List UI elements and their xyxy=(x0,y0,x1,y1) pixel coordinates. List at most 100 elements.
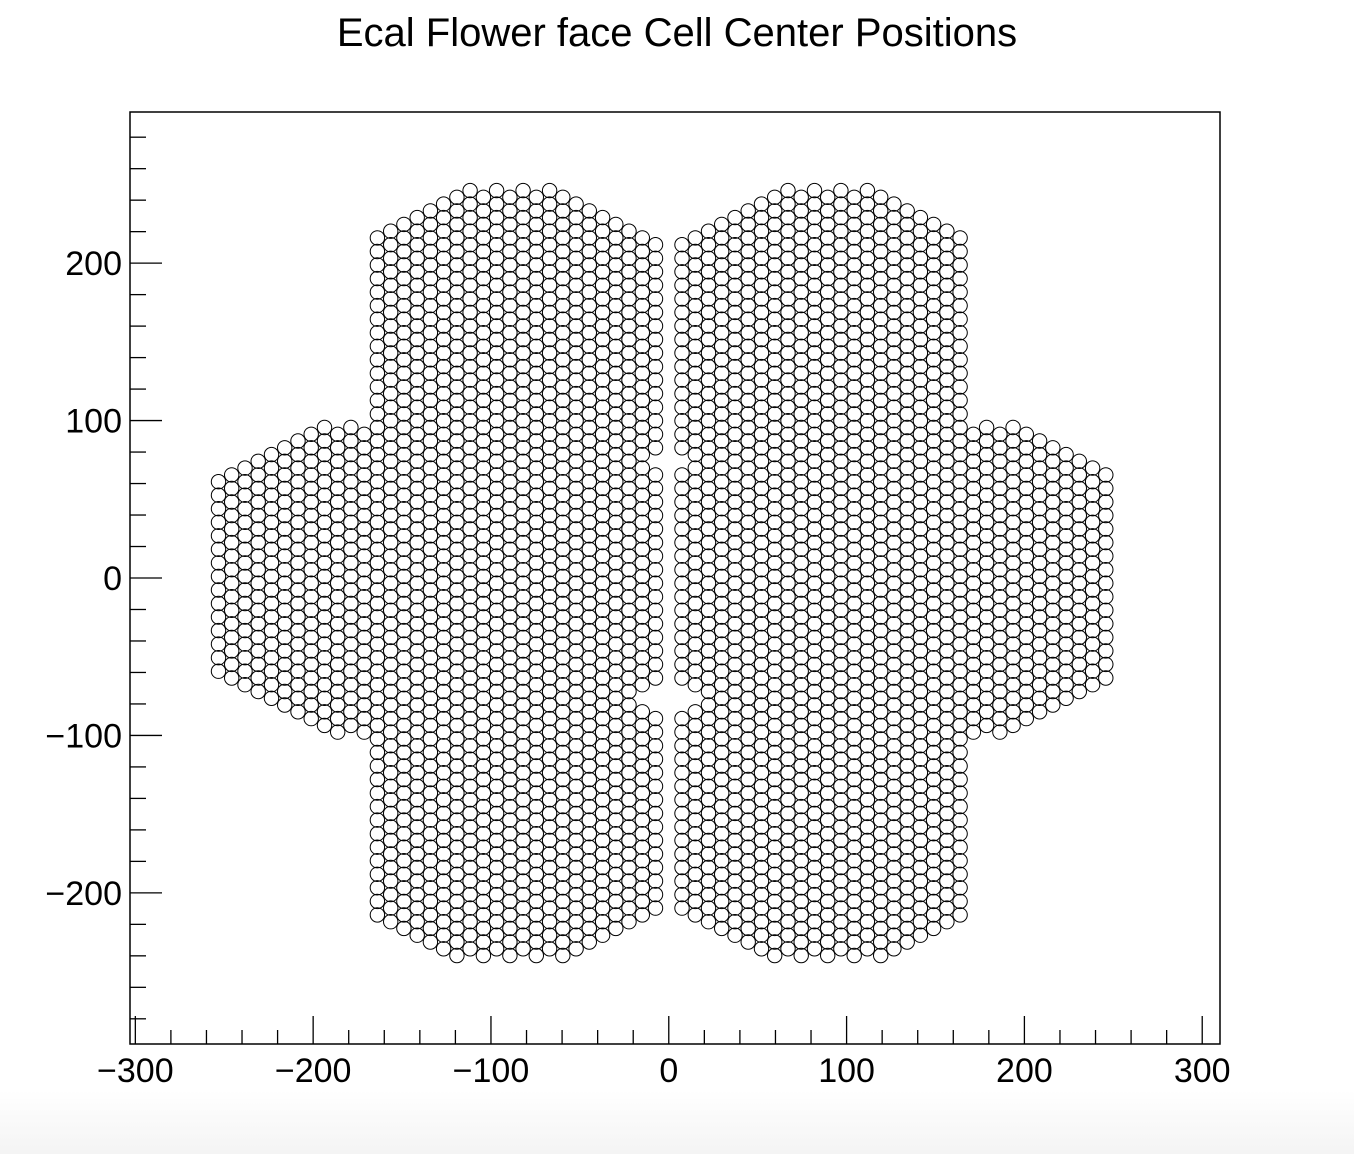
cell-center-marker xyxy=(899,907,915,923)
cell-center-marker xyxy=(647,751,664,767)
cell-center-marker xyxy=(780,426,796,442)
cell-center-marker xyxy=(396,650,412,666)
cell-center-marker xyxy=(555,785,571,801)
cell-center-marker xyxy=(383,832,399,849)
cell-center-marker xyxy=(541,927,558,943)
cell-center-marker xyxy=(700,643,717,659)
cell-center-marker xyxy=(594,589,611,605)
cell-center-marker xyxy=(303,629,319,646)
y-tick-label: 0 xyxy=(103,560,122,598)
cell-center-marker xyxy=(806,589,823,605)
cell-center-marker xyxy=(846,338,862,354)
cell-center-marker xyxy=(634,555,650,571)
cell-center-marker xyxy=(475,243,492,260)
cell-center-marker xyxy=(1058,446,1074,463)
cell-center-marker xyxy=(449,677,465,693)
cell-center-marker xyxy=(846,392,862,409)
cell-center-marker xyxy=(581,798,597,815)
cell-center-marker xyxy=(978,487,995,503)
cell-center-marker xyxy=(475,826,492,842)
cell-center-marker xyxy=(899,474,915,490)
cell-center-marker xyxy=(422,216,439,233)
cell-center-marker xyxy=(753,751,770,767)
cell-center-marker xyxy=(475,311,492,327)
cell-center-marker xyxy=(767,568,783,585)
cell-center-marker xyxy=(674,494,690,510)
cell-center-marker xyxy=(793,893,809,910)
cell-center-marker xyxy=(780,385,796,402)
cell-center-marker xyxy=(290,433,306,449)
cell-center-marker xyxy=(449,785,465,801)
cell-center-marker xyxy=(383,413,399,429)
cell-center-marker xyxy=(939,765,955,781)
cell-center-marker xyxy=(568,859,584,876)
cell-center-marker xyxy=(740,595,756,612)
cell-center-marker xyxy=(581,257,597,273)
cell-center-marker xyxy=(833,507,849,524)
cell-center-marker xyxy=(1058,690,1074,706)
cell-center-marker xyxy=(396,446,412,463)
cell-center-marker xyxy=(608,555,624,571)
cell-center-marker xyxy=(687,297,703,314)
cell-center-marker xyxy=(687,798,703,815)
cell-center-marker xyxy=(820,866,836,882)
cell-center-marker xyxy=(925,338,942,354)
cell-center-marker xyxy=(462,399,478,415)
cell-center-marker xyxy=(700,832,717,849)
cell-center-marker xyxy=(965,602,982,618)
cell-center-marker xyxy=(502,189,518,206)
cell-center-marker xyxy=(475,189,492,206)
cell-center-marker xyxy=(462,846,478,862)
cell-center-marker xyxy=(820,650,836,666)
cell-center-marker xyxy=(925,798,942,815)
cell-center-marker xyxy=(568,237,584,253)
cell-center-marker xyxy=(369,677,386,693)
cell-center-marker xyxy=(475,392,492,409)
cell-center-marker xyxy=(409,562,425,578)
cell-center-marker xyxy=(541,331,558,348)
cell-center-marker xyxy=(435,859,452,876)
cell-center-marker xyxy=(422,541,439,557)
cell-center-marker xyxy=(303,467,319,483)
cell-center-marker xyxy=(356,683,372,700)
cell-center-marker xyxy=(449,595,465,612)
cell-center-marker xyxy=(316,541,333,557)
cell-center-marker xyxy=(330,656,346,673)
cell-center-marker xyxy=(409,832,425,849)
cell-center-marker xyxy=(277,670,293,686)
cell-center-marker xyxy=(687,785,703,801)
cell-center-marker xyxy=(767,582,783,598)
cell-center-marker xyxy=(700,250,717,266)
cell-center-marker xyxy=(409,589,425,605)
cell-center-marker xyxy=(820,920,836,937)
cell-center-marker xyxy=(462,765,478,781)
cell-center-marker xyxy=(965,629,982,646)
cell-center-marker xyxy=(753,846,770,862)
cell-center-marker xyxy=(820,812,836,828)
cell-center-marker xyxy=(515,223,531,239)
cell-center-marker xyxy=(912,683,929,700)
cell-center-marker xyxy=(502,731,518,747)
cell-center-marker xyxy=(303,426,319,442)
cell-center-marker xyxy=(634,731,650,747)
cell-center-marker xyxy=(316,704,333,720)
cell-center-marker xyxy=(793,501,809,517)
cell-center-marker xyxy=(674,589,690,605)
cell-center-marker xyxy=(859,385,876,402)
cell-center-marker xyxy=(528,812,544,828)
cell-center-marker xyxy=(343,690,359,706)
cell-center-marker xyxy=(488,237,505,253)
cell-center-marker xyxy=(886,805,902,822)
cell-center-marker xyxy=(886,792,902,808)
cell-center-marker xyxy=(475,595,492,612)
cell-center-marker xyxy=(462,738,478,754)
x-axis: −300 −200 −100 0 100 200 300 xyxy=(97,1016,1231,1090)
cell-center-marker xyxy=(608,514,624,530)
cell-center-marker xyxy=(806,562,823,578)
cell-center-marker xyxy=(462,656,478,673)
cell-center-marker xyxy=(435,399,452,415)
cell-center-marker xyxy=(647,886,664,903)
cell-center-marker xyxy=(435,819,452,835)
cell-center-marker xyxy=(462,209,478,226)
cell-center-marker xyxy=(528,677,544,693)
